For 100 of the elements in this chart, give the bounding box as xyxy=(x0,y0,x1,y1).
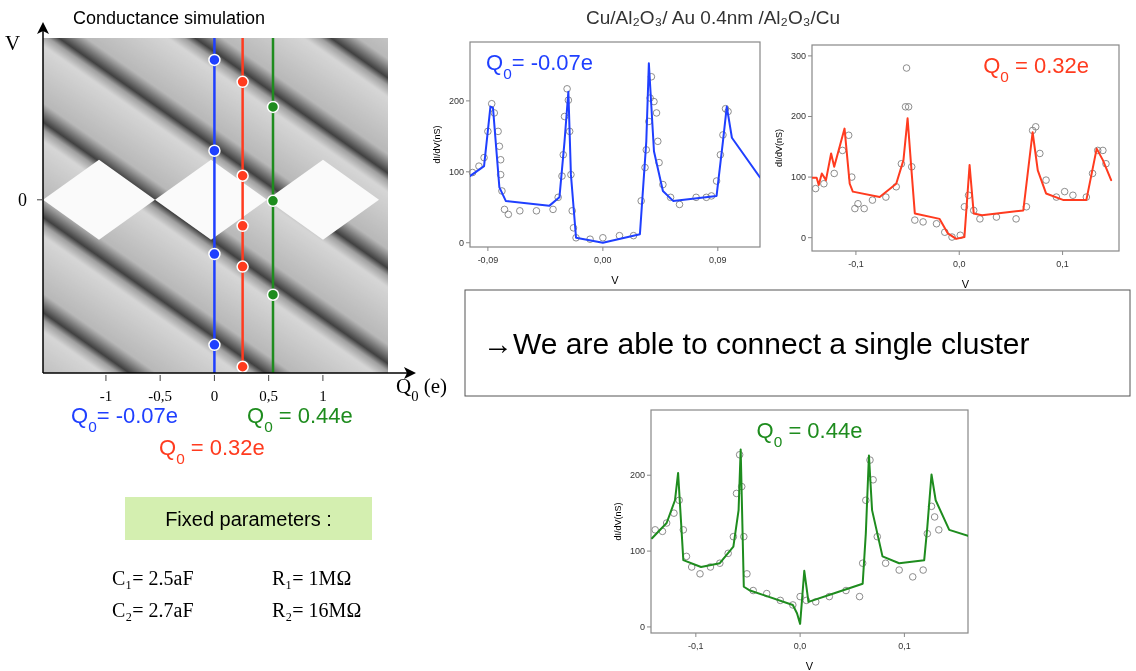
x-tick-label: 0,1 xyxy=(1056,259,1069,269)
point xyxy=(236,260,249,273)
point xyxy=(658,527,667,536)
x-tick-label: 0,0 xyxy=(793,641,807,651)
x-axis-title: V xyxy=(961,278,970,290)
text: R₂= 16MΩ xyxy=(272,599,362,621)
point xyxy=(1102,160,1110,168)
point xyxy=(1042,176,1050,184)
point xyxy=(724,549,732,558)
point xyxy=(236,219,249,233)
series-label: Q$_{0}$= -0.07e xyxy=(486,50,594,82)
point xyxy=(1012,215,1020,223)
point xyxy=(716,559,724,567)
point xyxy=(706,563,715,571)
x-tick-label: 0,00 xyxy=(594,255,612,265)
point xyxy=(838,146,847,155)
point xyxy=(480,153,488,162)
x-tick-label: 0,09 xyxy=(709,255,727,265)
y-axis-title: dI/dV(nS) xyxy=(613,502,623,541)
x-tick-label: -0,5 xyxy=(148,388,173,404)
x-tick-label: -0,1 xyxy=(848,259,864,269)
x-tick-label: -0,1 xyxy=(688,641,704,651)
text: Q$_{0}$ = 0.32e xyxy=(983,53,1089,85)
point xyxy=(776,596,785,605)
point xyxy=(802,596,811,605)
text: C₁= 2.5aF xyxy=(112,567,194,589)
point xyxy=(908,573,917,581)
y-tick-label: 300 xyxy=(790,50,806,61)
point xyxy=(1022,203,1031,211)
point xyxy=(516,207,524,215)
point xyxy=(1031,123,1040,131)
point xyxy=(858,559,867,567)
point xyxy=(811,184,820,193)
point xyxy=(666,193,675,202)
point xyxy=(1028,126,1037,135)
x-tick-label: -1 xyxy=(99,388,113,404)
point xyxy=(911,216,919,224)
point xyxy=(696,570,704,578)
chart-title: Conductance simulation xyxy=(73,8,266,28)
point xyxy=(687,563,696,571)
point xyxy=(932,219,941,228)
point xyxy=(860,204,868,213)
point xyxy=(842,586,850,595)
point xyxy=(208,53,221,67)
point xyxy=(675,496,683,505)
point xyxy=(930,513,939,521)
point xyxy=(1036,149,1044,158)
point xyxy=(495,142,504,151)
text: Q$_{0}$ = 0.44e xyxy=(247,403,353,435)
point xyxy=(675,200,684,209)
x-tick-label: 0,0 xyxy=(952,259,966,269)
line-series xyxy=(812,117,1113,240)
point xyxy=(960,203,969,211)
text: Cu/Al₂O₃/ Au 0.4nm /Al₂O₃/Cu xyxy=(585,7,841,28)
point xyxy=(923,529,932,538)
point xyxy=(789,601,797,609)
point xyxy=(532,207,541,215)
point xyxy=(1099,146,1107,155)
point xyxy=(559,151,568,159)
point xyxy=(948,233,956,241)
point xyxy=(1060,187,1069,196)
point xyxy=(1093,146,1102,155)
point xyxy=(796,592,804,601)
point xyxy=(490,109,499,117)
x-tick-label: 0 xyxy=(210,388,219,404)
text: C₂= 2.7aF xyxy=(112,599,194,621)
y-tick-label: 200 xyxy=(448,95,464,106)
point xyxy=(586,235,594,243)
y-axis-title: dI/dV(nS) xyxy=(432,125,442,164)
point xyxy=(651,526,659,534)
point xyxy=(749,586,757,595)
point xyxy=(655,158,663,167)
point xyxy=(599,234,607,242)
point xyxy=(468,168,477,177)
point xyxy=(716,151,725,159)
point xyxy=(892,183,900,191)
y-tick-label: 200 xyxy=(629,470,645,481)
point xyxy=(901,103,910,111)
point xyxy=(848,173,856,181)
y-axis-title: V xyxy=(5,31,21,55)
point xyxy=(498,187,506,195)
point xyxy=(500,205,509,214)
point xyxy=(565,127,574,136)
point xyxy=(1069,191,1077,200)
point xyxy=(554,193,562,202)
x-axis-title: V xyxy=(611,274,620,286)
point xyxy=(882,193,890,201)
y-tick-label: 200 xyxy=(790,111,806,122)
text: Fixed parameters : xyxy=(165,508,332,530)
point xyxy=(659,180,667,189)
point xyxy=(740,532,748,541)
point xyxy=(907,163,916,171)
point xyxy=(707,192,716,200)
point xyxy=(652,109,661,117)
y-tick-label: 0 xyxy=(800,232,806,243)
point xyxy=(1082,193,1091,201)
point xyxy=(692,193,700,202)
point xyxy=(679,526,688,534)
point xyxy=(719,131,727,139)
point xyxy=(724,107,732,116)
